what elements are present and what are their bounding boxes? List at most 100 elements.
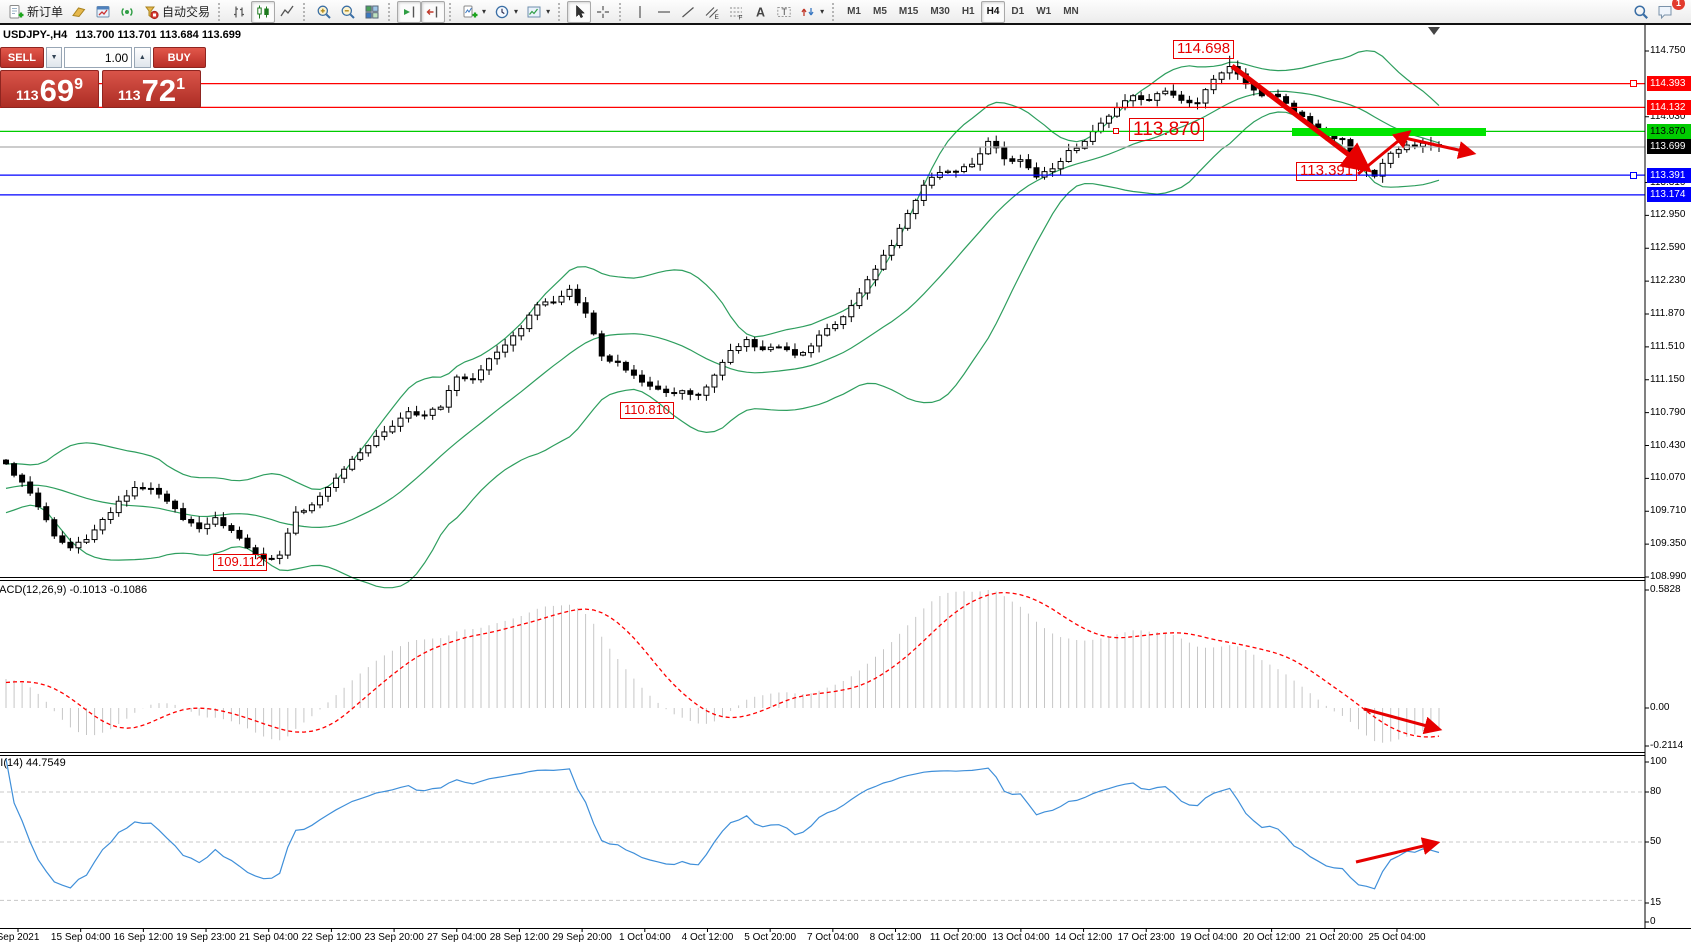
candle-bullish	[341, 468, 348, 479]
candle-bearish	[43, 506, 50, 521]
red-trend-arrow[interactable]	[1230, 64, 1372, 173]
red-trend-arrow[interactable]	[1363, 707, 1443, 735]
level-selection-marker[interactable]	[1630, 171, 1637, 179]
timeframe-h4-button[interactable]: H4	[980, 0, 1006, 23]
candle-bearish	[1274, 93, 1281, 98]
market-watch-button[interactable]	[91, 1, 115, 23]
hline-icon	[658, 10, 671, 13]
clock-icon	[495, 5, 509, 18]
label-icon: T	[777, 6, 791, 17]
candle-bearish	[1033, 167, 1040, 178]
annotation-anchor-marker[interactable]	[1113, 128, 1119, 135]
timeframe-m15-button[interactable]: M15	[898, 5, 919, 17]
periods-button[interactable]: ▾	[490, 1, 522, 23]
candle-bullish	[912, 199, 919, 215]
metaeditor-button[interactable]	[67, 1, 91, 23]
price-level-badge: 113.174	[1647, 187, 1691, 203]
new-order-button[interactable]: 新订单	[4, 1, 67, 23]
candlestick-chart-button[interactable]	[251, 0, 276, 23]
templates-button[interactable]: ▾	[522, 1, 554, 23]
vertical-line-button[interactable]	[628, 1, 652, 23]
timeframe-m30-button[interactable]: M30	[930, 5, 950, 17]
red-trend-arrow[interactable]	[1355, 837, 1441, 864]
candle-bullish	[534, 304, 541, 316]
candle-bullish	[1395, 149, 1402, 154]
search-button[interactable]	[1629, 1, 1653, 23]
svg-text:T: T	[782, 6, 788, 16]
chart-shift-marker[interactable]	[1428, 27, 1440, 35]
red-trend-arrow[interactable]	[1399, 135, 1477, 159]
timeframe-d1-button[interactable]: D1	[1011, 5, 1025, 17]
timeframe-m1-button[interactable]: M1	[847, 5, 861, 17]
volume-increase-button[interactable]: ▲	[134, 47, 151, 68]
chart-shift-button[interactable]	[421, 0, 446, 23]
candle-bullish	[453, 376, 460, 391]
candle-bullish	[1065, 150, 1072, 162]
candle-bearish	[155, 487, 162, 495]
candle-bullish	[204, 523, 211, 530]
price-annotation-label[interactable]: 109.112	[213, 554, 268, 571]
autotrading-button[interactable]: 自动交易	[139, 1, 214, 23]
red-trend-arrow[interactable]	[1357, 130, 1412, 176]
candle-bearish	[461, 376, 468, 380]
symbol-period-label: USDJPY-,H4	[3, 29, 68, 41]
candle-bullish	[1387, 152, 1394, 164]
auto-scroll-button[interactable]	[397, 0, 422, 23]
price-annotation-label[interactable]: 114.698	[1173, 40, 1235, 59]
line-chart-button[interactable]	[275, 1, 299, 23]
candle-bullish	[800, 352, 807, 356]
volume-input[interactable]	[64, 47, 133, 68]
price-annotation-label[interactable]: 110.810	[620, 402, 675, 419]
sell-button[interactable]: SELL	[0, 47, 44, 68]
toolbar-separator	[449, 2, 454, 21]
notification-badge[interactable]: 1	[1672, 0, 1685, 10]
tile-windows-button[interactable]	[360, 1, 384, 23]
timeframe-mn-button[interactable]: MN	[1063, 5, 1079, 17]
sell-price-box[interactable]: 113 69 9	[0, 70, 99, 108]
candle-bearish	[172, 500, 179, 510]
candle-bearish	[1283, 96, 1290, 104]
cursor-icon	[576, 4, 585, 18]
signals-button[interactable]	[115, 1, 139, 23]
candle-bearish	[469, 378, 476, 381]
text-button[interactable]: A	[748, 1, 772, 23]
price-annotation-label[interactable]: 113.391	[1296, 162, 1358, 181]
price-annotation-label[interactable]: 113.870	[1129, 118, 1205, 142]
cursor-button[interactable]	[567, 0, 592, 23]
candle-bullish	[864, 279, 871, 294]
arrows-button[interactable]: ▾	[796, 1, 828, 23]
indicators-button[interactable]: ▾	[458, 1, 490, 23]
horizontal-line-button[interactable]	[652, 1, 676, 23]
timeframe-m5-button[interactable]: M5	[873, 5, 887, 17]
buy-button[interactable]: BUY	[152, 47, 206, 68]
volume-decrease-button[interactable]: ▼	[45, 47, 63, 68]
level-selection-marker[interactable]	[1630, 80, 1637, 88]
svg-text:A: A	[756, 5, 765, 19]
zoom-out-button[interactable]	[336, 1, 360, 23]
toolbar-separator	[832, 2, 837, 21]
time-tick-label: 7 Oct 04:00	[806, 932, 859, 943]
crosshair-button[interactable]	[591, 1, 615, 23]
support-highlight-bar[interactable]	[1292, 128, 1486, 136]
text-label-button[interactable]: T	[772, 1, 796, 23]
timeframe-h1-button[interactable]: H1	[961, 5, 975, 17]
chat-button[interactable]	[1653, 1, 1677, 23]
candle-bullish	[276, 554, 283, 559]
price-tick-label: 110.430	[1650, 439, 1686, 451]
zoom-in-button[interactable]	[312, 1, 336, 23]
buy-price-box[interactable]: 113 72 1	[102, 70, 201, 108]
candle-bearish	[582, 302, 589, 314]
candle-bullish	[1081, 140, 1088, 149]
trendline-button[interactable]	[676, 1, 700, 23]
bar-chart-button[interactable]	[227, 1, 251, 23]
chevron-down-icon: ▾	[514, 7, 519, 16]
candle-bullish	[510, 335, 517, 346]
fibonacci-button[interactable]: F	[724, 1, 748, 23]
candle-bearish	[1331, 135, 1338, 140]
timeframe-w1-button[interactable]: W1	[1036, 5, 1052, 17]
equidistant-channel-button[interactable]: E	[700, 1, 724, 23]
ohlc-values: 113.700 113.701 113.684 113.699	[75, 29, 241, 41]
